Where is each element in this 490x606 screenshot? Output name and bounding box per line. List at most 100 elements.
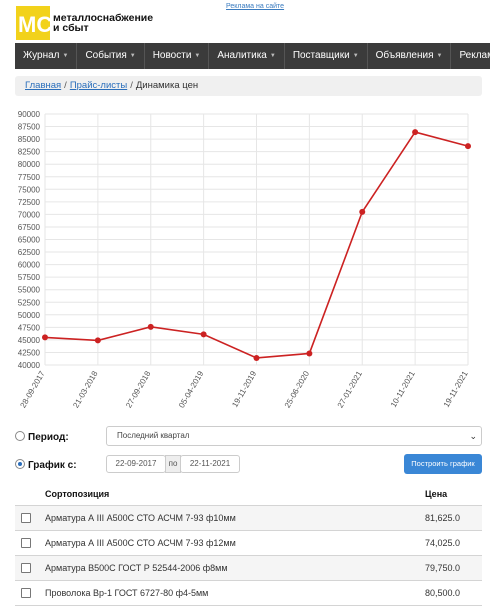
nav-item[interactable]: Новости ▼ xyxy=(145,43,210,69)
caret-down-icon: ▼ xyxy=(436,53,443,59)
breadcrumb-home[interactable]: Главная xyxy=(25,80,62,91)
nav-item[interactable]: События ▼ xyxy=(77,43,145,69)
item-price: 81,625.0 xyxy=(425,513,461,523)
nav-item[interactable]: Аналитика ▼ xyxy=(209,43,285,69)
item-name: Проволока Вр-1 ГОСТ 6727-80 ф4-5мм xyxy=(45,588,209,598)
y-tick-label: 40000 xyxy=(18,361,41,370)
price-data-point xyxy=(359,208,366,215)
row-checkbox[interactable] xyxy=(21,588,31,598)
ad-link[interactable]: Реклама на сайте xyxy=(226,3,285,10)
nav-item-label: Аналитика xyxy=(217,50,267,61)
graph-option[interactable]: График с: xyxy=(15,459,77,471)
table-divider xyxy=(15,530,482,531)
y-tick-label: 80000 xyxy=(18,160,41,169)
price-data-point xyxy=(465,143,471,150)
date-to-input[interactable]: 22-11-2021 xyxy=(180,455,240,473)
y-tick-label: 65000 xyxy=(18,236,41,245)
nav-item[interactable]: Журнал ▼ xyxy=(15,43,78,69)
caret-down-icon: ▼ xyxy=(352,53,359,59)
y-tick-label: 72500 xyxy=(18,198,41,207)
x-tick-label: 27-01-2021 xyxy=(336,369,365,409)
nav-item[interactable]: Объявления ▼ xyxy=(368,43,452,69)
main-navbar: Журнал ▼ События ▼ Новости ▼ Аналитика ▼ Поставщ… xyxy=(15,43,490,69)
nav-item-label: Объявления xyxy=(375,50,434,61)
y-tick-label: 90000 xyxy=(18,110,41,119)
period-option[interactable]: Период: xyxy=(15,431,69,443)
period-radio[interactable] xyxy=(15,431,25,441)
y-tick-label: 55000 xyxy=(18,286,41,295)
y-tick-label: 75000 xyxy=(18,185,41,194)
y-tick-label: 50000 xyxy=(18,311,41,320)
nav-item-label: Новости xyxy=(152,50,192,61)
caret-down-icon: ▼ xyxy=(129,53,136,59)
table-row: Арматура А III А500С СТО АСЧМ 7-93 ф12мм… xyxy=(15,531,482,555)
x-tick-label: 10-11-2021 xyxy=(389,369,417,409)
table-row: Арматура А III А500С СТО АСЧМ 7-93 ф10мм… xyxy=(15,506,482,530)
y-tick-label: 67500 xyxy=(18,223,41,232)
nav-item[interactable]: Поставщики ▼ xyxy=(285,43,368,69)
row-checkbox[interactable] xyxy=(21,513,31,523)
item-name: Арматура А III А500С СТО АСЧМ 7-93 ф10мм xyxy=(45,513,236,523)
item-price: 79,750.0 xyxy=(425,563,461,573)
price-data-point xyxy=(306,350,313,357)
x-tick-label: 21-03-2018 xyxy=(71,369,100,409)
table-row: Проволока Вр-1 ГОСТ 6727-80 ф4-5мм 80,500… xyxy=(15,581,482,605)
x-tick-label: 25-06-2020 xyxy=(283,369,312,409)
logo-text-line1: металлоснабжение xyxy=(53,12,154,24)
svg-text:МС: МС xyxy=(18,12,50,37)
y-tick-label: 62500 xyxy=(18,248,41,257)
x-tick-label: 19-11-2021 xyxy=(442,369,470,409)
y-tick-label: 85000 xyxy=(18,135,41,144)
row-checkbox[interactable] xyxy=(21,563,31,573)
price-data-point xyxy=(94,337,101,344)
build-chart-button[interactable]: Построить график xyxy=(404,454,482,474)
item-price: 80,500.0 xyxy=(425,588,461,598)
y-tick-label: 77500 xyxy=(18,173,41,182)
breadcrumb-current: Динамика цен xyxy=(135,80,199,91)
breadcrumb-separator: / xyxy=(130,80,133,91)
item-name: Арматура В500С ГОСТ Р 52544-2006 ф8мм xyxy=(45,563,228,573)
table-divider xyxy=(15,580,482,581)
x-tick-label: 19-11-2019 xyxy=(230,369,258,409)
period-select-value: Последний квартал xyxy=(117,431,190,440)
nav-item-label: Поставщики xyxy=(292,50,350,61)
column-header-price: Цена xyxy=(425,489,448,499)
breadcrumb-pricelists[interactable]: Прайс-листы xyxy=(69,80,128,91)
y-tick-label: 87500 xyxy=(18,123,41,132)
nav-item-label: События xyxy=(85,50,127,61)
logo-text-line2: и сбыт xyxy=(53,22,89,34)
y-tick-label: 52500 xyxy=(18,298,41,307)
breadcrumb-separator: / xyxy=(64,80,67,91)
price-data-point xyxy=(412,129,419,136)
period-label: Период: xyxy=(28,432,69,443)
y-tick-label: 47500 xyxy=(18,323,41,332)
caret-down-icon: ▼ xyxy=(194,53,201,59)
logo-mark-icon: МС xyxy=(16,6,50,40)
y-tick-label: 82500 xyxy=(18,148,41,157)
x-tick-label: 27-09-2018 xyxy=(124,369,153,409)
price-data-point xyxy=(147,323,154,330)
row-checkbox[interactable] xyxy=(21,538,31,548)
graph-radio[interactable] xyxy=(15,459,25,469)
item-price: 74,025.0 xyxy=(425,538,461,548)
price-data-point xyxy=(200,331,207,338)
caret-down-icon: ▼ xyxy=(62,53,69,59)
date-from-input[interactable]: 22-09-2017 xyxy=(106,455,166,473)
graph-label: График с: xyxy=(28,460,77,471)
table-divider xyxy=(15,505,482,506)
y-tick-label: 45000 xyxy=(18,336,41,345)
chevron-down-icon: ⌄ xyxy=(469,431,477,441)
y-tick-label: 57500 xyxy=(18,273,41,282)
nav-item[interactable]: Реклама▼ xyxy=(451,43,490,69)
price-dynamics-chart: 40000 42500 45000 47500 50000 52500 55000 57500… xyxy=(18,110,471,409)
site-logo[interactable]: МС металлоснабжение и сбыт xyxy=(16,6,153,40)
column-header-item: Сортопозиция xyxy=(45,489,110,499)
y-tick-label: 42500 xyxy=(18,348,41,357)
price-data-point xyxy=(42,334,48,341)
price-data-point xyxy=(253,354,260,361)
x-tick-label: 05-04-2019 xyxy=(177,369,206,409)
caret-down-icon: ▼ xyxy=(269,53,276,59)
period-select[interactable]: Последний квартал ⌄ xyxy=(106,426,482,446)
logo-text: металлоснабжение и сбыт xyxy=(53,12,154,34)
nav-item-label: Реклама xyxy=(459,50,490,61)
